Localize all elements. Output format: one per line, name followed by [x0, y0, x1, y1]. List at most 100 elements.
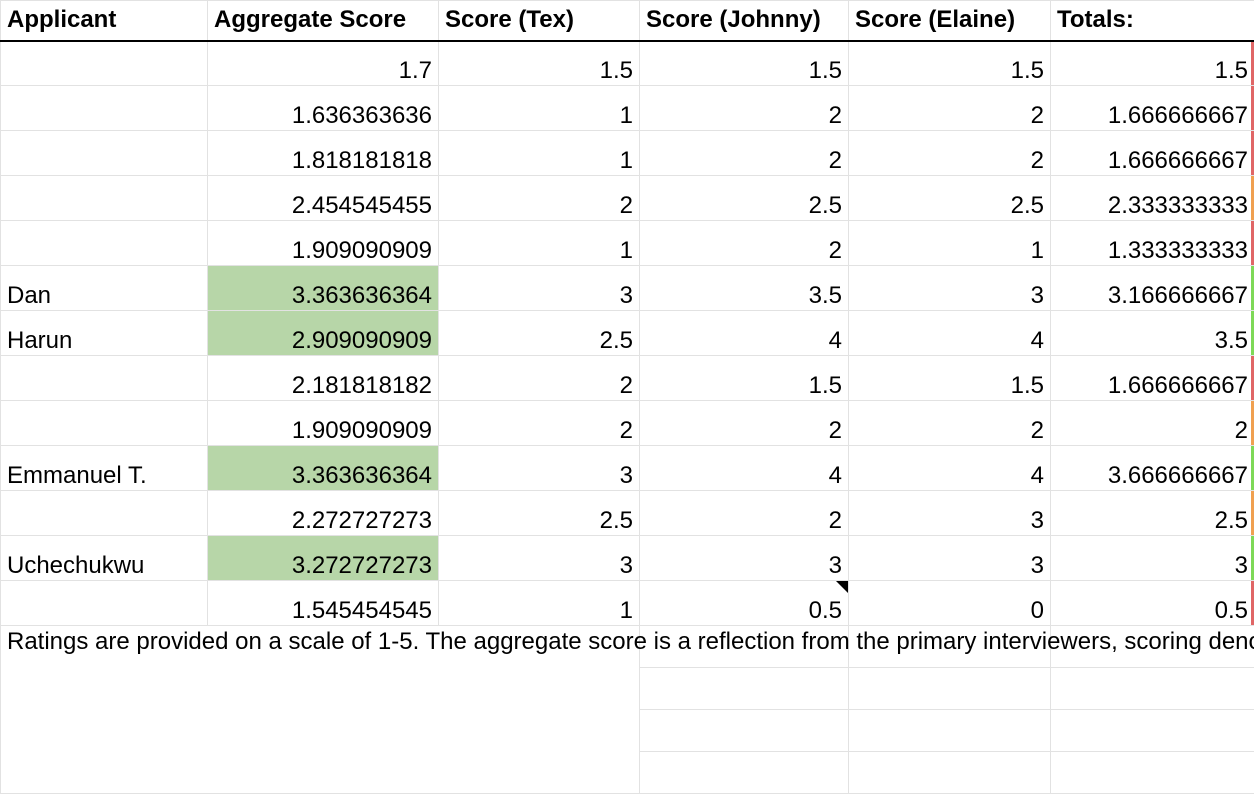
cell-score-tex[interactable]: 2: [438, 400, 640, 446]
cell-aggregate-score[interactable]: 1.545454545: [207, 580, 439, 626]
cell-score-tex[interactable]: 3: [438, 535, 640, 581]
cell-score-johnny[interactable]: 2: [639, 400, 849, 446]
cell-total[interactable]: 2.5: [1050, 490, 1254, 536]
cell-score-johnny[interactable]: 3.5: [639, 265, 849, 311]
empty-cell[interactable]: [1050, 751, 1254, 794]
cell-score-johnny[interactable]: 2.5: [639, 175, 849, 221]
ratings-note-cell[interactable]: Ratings are provided on a scale of 1-5. …: [0, 625, 1254, 794]
cell-score-tex[interactable]: 1: [438, 130, 640, 176]
empty-cell[interactable]: [639, 667, 849, 710]
cell-score-elaine[interactable]: 2: [848, 85, 1051, 131]
cell-applicant[interactable]: [0, 580, 208, 626]
empty-cell[interactable]: [639, 625, 849, 668]
cell-applicant[interactable]: [0, 220, 208, 266]
empty-cell[interactable]: [1050, 667, 1254, 710]
cell-applicant[interactable]: [0, 490, 208, 536]
empty-cell[interactable]: [1050, 709, 1254, 752]
cell-score-elaine[interactable]: 1.5: [848, 40, 1051, 86]
cell-score-elaine[interactable]: 1: [848, 220, 1051, 266]
cell-aggregate-score[interactable]: 2.909090909: [207, 310, 439, 356]
cell-score-tex[interactable]: 1: [438, 220, 640, 266]
header-score-elaine[interactable]: Score (Elaine): [848, 0, 1051, 42]
cell-aggregate-score[interactable]: 2.454545455: [207, 175, 439, 221]
cell-score-tex[interactable]: 1.5: [438, 40, 640, 86]
cell-score-tex[interactable]: 1: [438, 85, 640, 131]
cell-total[interactable]: 1.5: [1050, 40, 1254, 86]
cell-score-elaine[interactable]: 3: [848, 490, 1051, 536]
cell-applicant[interactable]: [0, 40, 208, 86]
cell-total[interactable]: 1.666666667: [1050, 130, 1254, 176]
cell-total[interactable]: 3.666666667: [1050, 445, 1254, 491]
cell-applicant[interactable]: [0, 85, 208, 131]
cell-score-johnny[interactable]: 4: [639, 310, 849, 356]
cell-applicant[interactable]: [0, 400, 208, 446]
cell-applicant[interactable]: [0, 130, 208, 176]
cell-total[interactable]: 2.333333333: [1050, 175, 1254, 221]
cell-applicant[interactable]: Dan: [0, 265, 208, 311]
comment-indicator-icon[interactable]: [836, 581, 848, 593]
cell-score-elaine[interactable]: 1.5: [848, 355, 1051, 401]
cell-aggregate-score[interactable]: 3.363636364: [207, 265, 439, 311]
header-score-tex[interactable]: Score (Tex): [438, 0, 640, 42]
cell-total[interactable]: 3.5: [1050, 310, 1254, 356]
cell-score-elaine[interactable]: 4: [848, 445, 1051, 491]
cell-score-tex[interactable]: 2: [438, 175, 640, 221]
cell-aggregate-score[interactable]: 1.818181818: [207, 130, 439, 176]
header-applicant[interactable]: Applicant: [0, 0, 208, 42]
empty-cell[interactable]: [639, 709, 849, 752]
cell-score-tex[interactable]: 3: [438, 445, 640, 491]
cell-total[interactable]: 3: [1050, 535, 1254, 581]
cell-score-johnny[interactable]: 4: [639, 445, 849, 491]
cell-score-johnny[interactable]: 2: [639, 85, 849, 131]
cell-applicant[interactable]: Uchechukwu: [0, 535, 208, 581]
cell-applicant[interactable]: Harun: [0, 310, 208, 356]
cell-aggregate-score[interactable]: 2.181818182: [207, 355, 439, 401]
empty-cell[interactable]: [848, 625, 1051, 668]
cell-score-elaine[interactable]: 2.5: [848, 175, 1051, 221]
cell-total[interactable]: 1.666666667: [1050, 355, 1254, 401]
table-row: 1.909090909 1 2 1 1.333333333: [0, 220, 1254, 266]
cell-score-tex[interactable]: 2.5: [438, 310, 640, 356]
cell-aggregate-score[interactable]: 2.272727273: [207, 490, 439, 536]
cell-aggregate-score[interactable]: 1.636363636: [207, 85, 439, 131]
cell-applicant[interactable]: [0, 355, 208, 401]
cell-total[interactable]: 2: [1050, 400, 1254, 446]
cell-score-tex[interactable]: 2: [438, 355, 640, 401]
cell-total[interactable]: 0.5: [1050, 580, 1254, 626]
cell-total[interactable]: 1.666666667: [1050, 85, 1254, 131]
cell-total[interactable]: 3.166666667: [1050, 265, 1254, 311]
cell-aggregate-score[interactable]: 3.272727273: [207, 535, 439, 581]
cell-aggregate-score[interactable]: 1.909090909: [207, 220, 439, 266]
cell-score-elaine[interactable]: 2: [848, 400, 1051, 446]
header-totals[interactable]: Totals:: [1050, 0, 1254, 42]
cell-total[interactable]: 1.333333333: [1050, 220, 1254, 266]
cell-score-johnny[interactable]: 3: [639, 535, 849, 581]
cell-score-johnny[interactable]: 0.5: [639, 580, 849, 626]
cell-score-tex[interactable]: 1: [438, 580, 640, 626]
empty-cell[interactable]: [848, 751, 1051, 794]
cell-aggregate-score[interactable]: 1.909090909: [207, 400, 439, 446]
cell-applicant[interactable]: Emmanuel T.: [0, 445, 208, 491]
cell-score-tex[interactable]: 2.5: [438, 490, 640, 536]
empty-cell[interactable]: [848, 709, 1051, 752]
cell-score-johnny[interactable]: 1.5: [639, 40, 849, 86]
cell-score-johnny[interactable]: 1.5: [639, 355, 849, 401]
empty-cell[interactable]: [1050, 625, 1254, 668]
header-aggregate-score[interactable]: Aggregate Score: [207, 0, 439, 42]
cell-score-elaine[interactable]: 2: [848, 130, 1051, 176]
cell-score-elaine[interactable]: 3: [848, 265, 1051, 311]
empty-cell[interactable]: [639, 751, 849, 794]
cell-score-johnny[interactable]: 2: [639, 220, 849, 266]
cell-applicant[interactable]: [0, 175, 208, 221]
empty-cell[interactable]: [848, 667, 1051, 710]
cell-aggregate-score[interactable]: 1.7: [207, 40, 439, 86]
header-score-johnny[interactable]: Score (Johnny): [639, 0, 849, 42]
cell-aggregate-score[interactable]: 3.363636364: [207, 445, 439, 491]
cell-score-elaine[interactable]: 0: [848, 580, 1051, 626]
cell-score-johnny[interactable]: 2: [639, 490, 849, 536]
cell-score-johnny[interactable]: 2: [639, 130, 849, 176]
table-row: Dan 3.363636364 3 3.5 3 3.166666667: [0, 265, 1254, 311]
cell-score-elaine[interactable]: 3: [848, 535, 1051, 581]
cell-score-tex[interactable]: 3: [438, 265, 640, 311]
cell-score-elaine[interactable]: 4: [848, 310, 1051, 356]
